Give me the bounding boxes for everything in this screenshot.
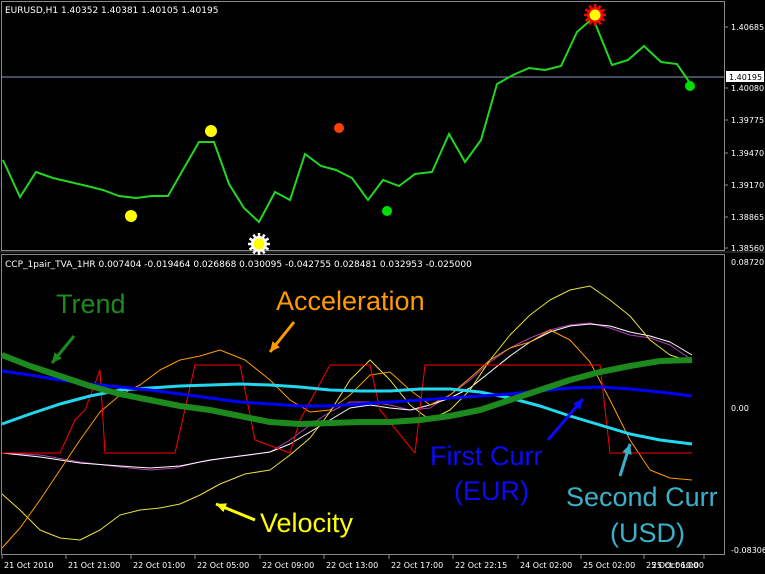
red-sun-marker bbox=[584, 4, 606, 26]
first-curr-line bbox=[1, 369, 693, 408]
time-label: 24 Oct 02:00 bbox=[520, 561, 572, 570]
first-curr-annotation: First Curr bbox=[430, 441, 542, 471]
price-label: 1.39170 bbox=[731, 181, 764, 190]
price-label: 1.39775 bbox=[731, 116, 764, 125]
time-label: 22 Oct 09:00 bbox=[262, 561, 314, 570]
trend-annotation: Trend bbox=[56, 289, 126, 319]
trend-line bbox=[0, 352, 693, 427]
red-step-line bbox=[2, 364, 692, 454]
indicator-scale: 0.08720 0.00 -0.08306 bbox=[731, 258, 765, 555]
main-chart-frame bbox=[1, 1, 725, 251]
time-label: 22 Oct 22:15 bbox=[455, 561, 507, 570]
indicator-scale-label: 0.00 bbox=[731, 404, 749, 413]
first-curr-arrow bbox=[546, 398, 585, 441]
time-label: 22 Oct 01:00 bbox=[133, 561, 185, 570]
price-label: 1.38560 bbox=[731, 244, 764, 253]
white-line bbox=[1, 323, 693, 469]
first-curr-sub-annotation: (EUR) bbox=[454, 476, 529, 506]
yellow-line bbox=[1, 285, 693, 541]
white-sun-marker bbox=[248, 233, 270, 255]
indicator-scale-label: 0.08720 bbox=[731, 258, 764, 267]
yellow-signal-dot bbox=[125, 210, 137, 222]
indicator-scale-label: -0.08306 bbox=[731, 546, 765, 555]
second-curr-annotation: Second Curr bbox=[566, 482, 718, 512]
green-signal-dot bbox=[382, 206, 392, 216]
time-label: 22 Oct 17:00 bbox=[391, 561, 443, 570]
price-label: 1.40080 bbox=[731, 84, 764, 93]
time-label: 22 Oct 05:00 bbox=[197, 561, 249, 570]
annotation-arrows bbox=[50, 321, 632, 522]
velocity-arrow bbox=[215, 502, 256, 522]
price-label: 1.38865 bbox=[731, 213, 764, 222]
time-label: 25 Oct 10:00 bbox=[652, 561, 704, 570]
second-curr-arrow bbox=[618, 443, 632, 477]
acceleration-line bbox=[1, 329, 693, 549]
time-label: 21 Oct 2010 bbox=[4, 561, 53, 570]
acceleration-annotation: Acceleration bbox=[276, 286, 425, 316]
velocity-annotation: Velocity bbox=[260, 508, 354, 538]
indicator-info: CCP_1pair_TVA_1HR 0.007404 -0.019464 0.0… bbox=[5, 260, 472, 270]
time-label: 22 Oct 13:00 bbox=[326, 561, 378, 570]
indicator-frame bbox=[1, 254, 725, 555]
magenta-line bbox=[1, 322, 693, 471]
price-scale: 1.40685 1.40080 1.39775 1.39470 1.39170 1.388… bbox=[724, 23, 764, 253]
indicator-lines bbox=[0, 285, 693, 549]
trend-arrow bbox=[50, 335, 76, 364]
signal-markers bbox=[125, 4, 695, 255]
green-signal-dot bbox=[685, 81, 695, 91]
time-axis: 21 Oct 2010 21 Oct 21:00 22 Oct 01:00 22 Oc… bbox=[1, 555, 705, 570]
price-line bbox=[2, 16, 693, 224]
main-chart-info: EURUSD,H1 1.40352 1.40381 1.40105 1.4019… bbox=[5, 6, 218, 16]
time-label: 25 Oct 02:00 bbox=[583, 561, 635, 570]
time-label: 21 Oct 21:00 bbox=[68, 561, 120, 570]
current-price-tag bbox=[726, 71, 764, 82]
yellow-signal-dot bbox=[205, 125, 217, 137]
current-price-label: 1.40195 bbox=[729, 73, 762, 82]
acceleration-arrow bbox=[268, 321, 296, 353]
time-label: 25 Oct 06:00 bbox=[646, 561, 698, 570]
red-signal-dot bbox=[334, 123, 344, 133]
price-label: 1.39470 bbox=[731, 149, 764, 158]
price-label: 1.40685 bbox=[731, 23, 764, 32]
second-curr-sub-annotation: (USD) bbox=[610, 518, 685, 548]
